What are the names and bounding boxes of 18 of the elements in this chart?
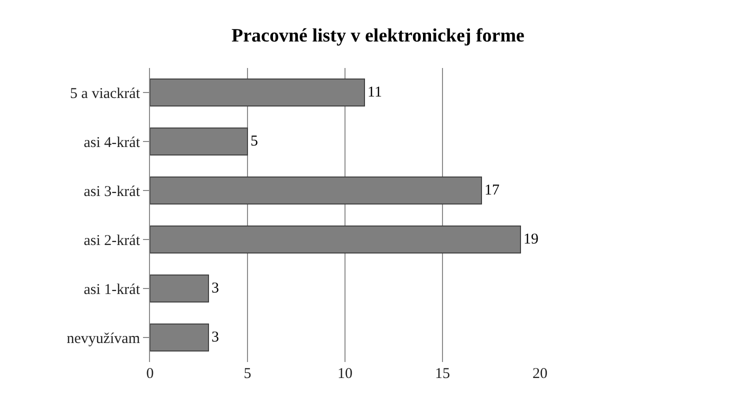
data-label: 5 (250, 134, 258, 150)
data-label: 3 (212, 280, 219, 297)
x-tick-label: 20 (532, 366, 548, 382)
x-tick-label: 15 (435, 366, 450, 382)
y-tick-label: nevyužívam (66, 330, 140, 347)
data-label: 17 (484, 182, 500, 199)
y-tick-label: asi 1-krát (84, 282, 141, 298)
x-tick-label: 10 (338, 366, 352, 382)
y-tick-label: 5 a viackrát (70, 86, 141, 102)
x-tick-label: 0 (146, 366, 154, 382)
data-label: 3 (212, 329, 219, 346)
data-label: 11 (368, 84, 382, 100)
y-tick-label: asi 4-krát (84, 134, 141, 151)
y-tick-label: asi 2-krát (84, 232, 141, 249)
data-label: 19 (524, 232, 538, 248)
chart-title: Pracovné listy v elektronickej forme (231, 26, 525, 47)
y-tick-label: asi 3-krát (84, 184, 141, 200)
x-tick-label: 5 (244, 366, 252, 382)
